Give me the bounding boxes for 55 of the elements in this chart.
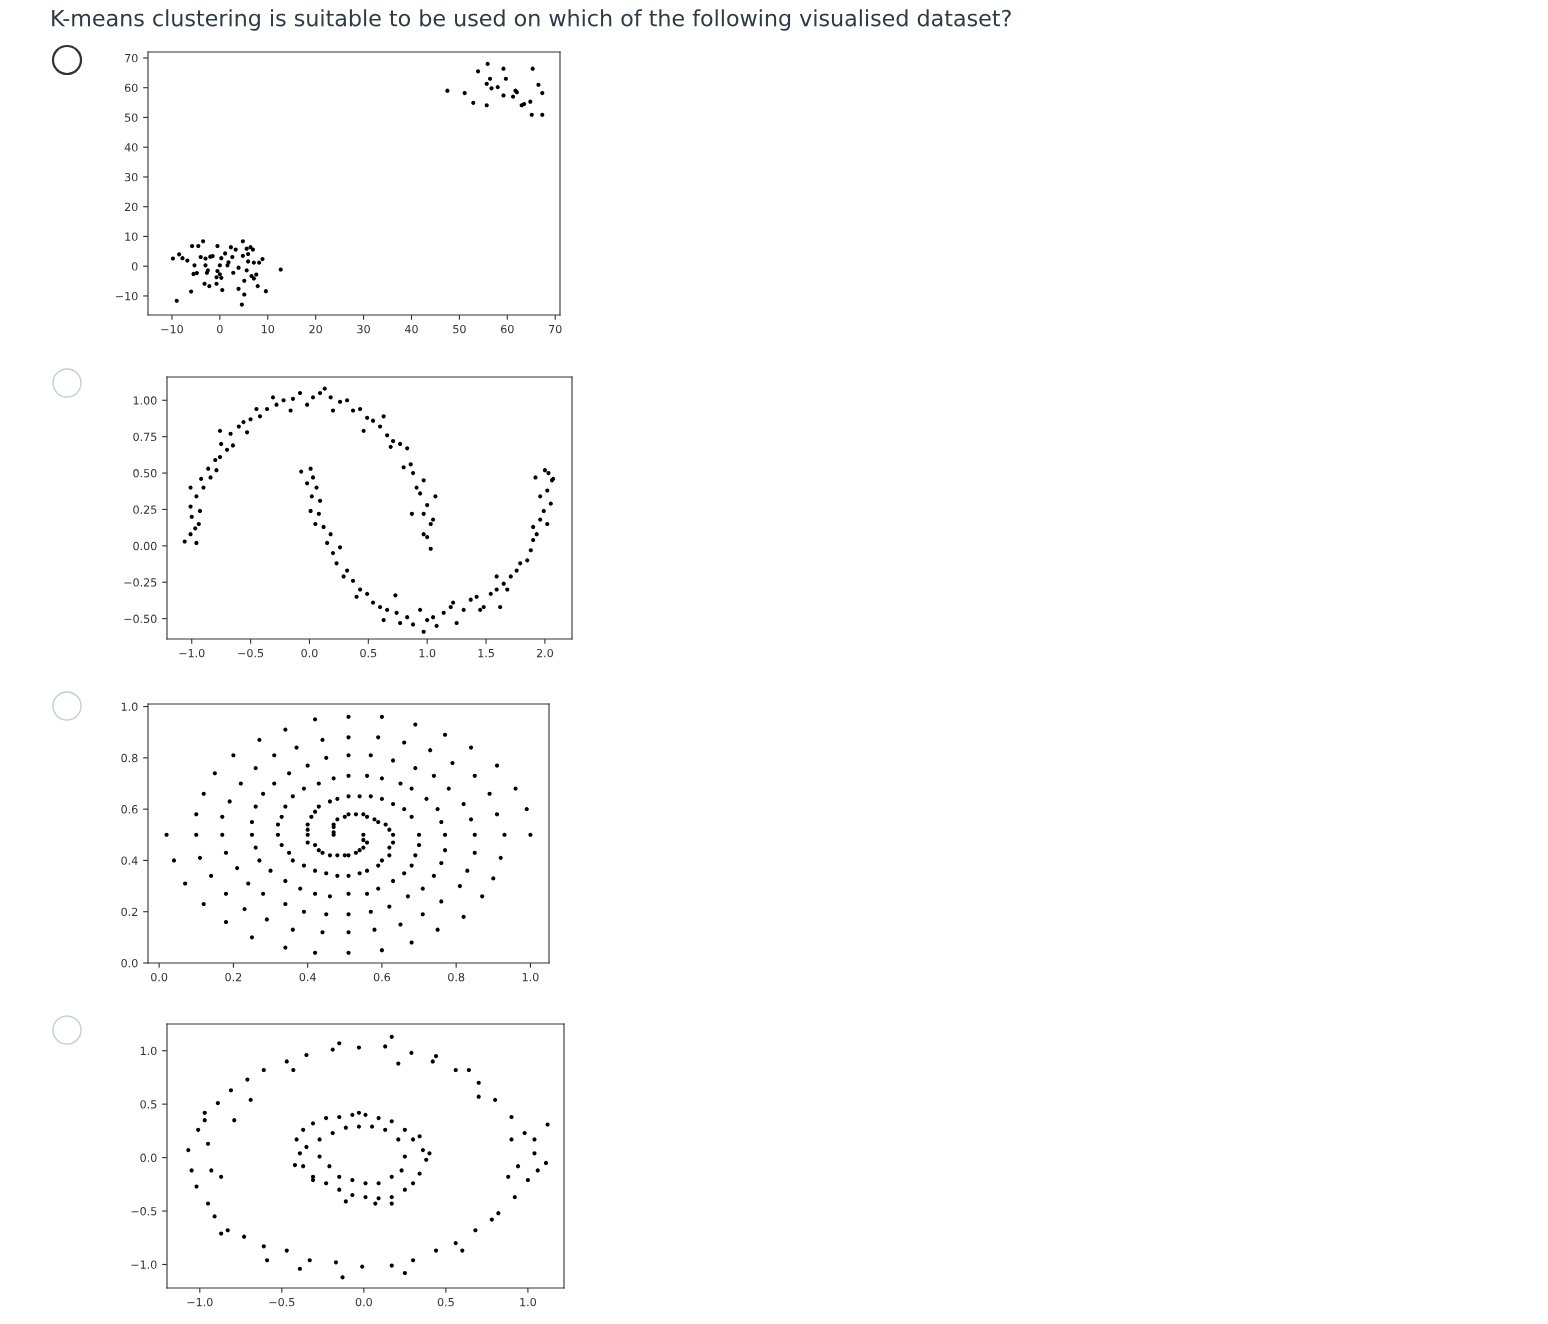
y-tick-label: 1.0 (121, 702, 138, 711)
y-tick-label: 0 (131, 262, 138, 271)
x-tick-label: 1.5 (478, 649, 494, 658)
y-tick-label: 0.0 (121, 958, 138, 968)
y-tick-label: −0.5 (131, 1207, 157, 1216)
x-tick-label: −0.5 (269, 1297, 295, 1307)
y-tick-label: −10 (116, 291, 138, 301)
x-tick-label: −1.0 (179, 648, 205, 658)
x-tick-label: 1.0 (522, 972, 539, 982)
y-tick-label: 0.6 (121, 805, 138, 814)
y-tick-label: 0.4 (121, 856, 138, 865)
x-tick-label: 0.5 (360, 648, 377, 658)
x-tick-label: 40 (404, 324, 418, 334)
x-tick-label: 0.5 (437, 1297, 454, 1307)
x-tick-label: 1.0 (419, 648, 436, 658)
x-tick-label: 0.6 (373, 972, 391, 982)
x-tick-label: 0.0 (151, 972, 168, 982)
x-tick-label: 20 (309, 324, 323, 334)
chart-title: K-means clustering is suitable to be used on which of the following visualised dataset? (52, 9, 1011, 31)
y-tick-label: 0.2 (121, 907, 138, 917)
y-tick-label: 40 (124, 143, 138, 152)
y-tick-label: 1.00 (133, 396, 157, 405)
x-tick-label: 0 (217, 324, 223, 334)
y-tick-label: −0.50 (124, 614, 157, 623)
y-tick-label: 0.0 (140, 1153, 157, 1162)
y-tick-label: −1.0 (131, 1260, 157, 1269)
x-tick-label: 0.0 (355, 1297, 372, 1307)
x-tick-label: 60 (501, 324, 514, 334)
x-tick-label: 30 (357, 324, 370, 334)
y-tick-label: 20 (124, 202, 138, 212)
x-tick-label: −0.5 (238, 648, 264, 658)
y-tick-label: 0.25 (133, 505, 157, 514)
x-tick-label: 0.0 (301, 648, 318, 658)
y-tick-label: 10 (125, 232, 138, 241)
y-tick-label: 0.5 (140, 1100, 157, 1109)
y-tick-label: 70 (125, 53, 138, 63)
x-tick-label: 0.8 (448, 972, 465, 982)
y-tick-label: 0.00 (133, 541, 157, 551)
x-tick-label: −1.0 (187, 1297, 213, 1307)
y-tick-label: 30 (124, 172, 138, 182)
x-tick-label: 0.2 (225, 972, 242, 982)
x-tick-label: 50 (453, 324, 466, 334)
x-tick-label: 2.0 (536, 648, 554, 658)
y-tick-label: 60 (124, 83, 138, 93)
y-tick-label: 0.50 (133, 469, 157, 478)
y-tick-label: 0.8 (121, 753, 138, 763)
y-tick-label: −0.25 (124, 578, 157, 587)
y-tick-label: 1.0 (140, 1046, 157, 1056)
x-tick-label: −10 (161, 324, 183, 334)
x-tick-label: 1.0 (520, 1297, 537, 1307)
x-tick-label: 70 (549, 324, 562, 334)
y-tick-label: 50 (125, 113, 138, 122)
x-tick-label: 10 (261, 324, 275, 334)
x-tick-label: 0.4 (299, 972, 316, 982)
y-tick-label: 0.75 (133, 432, 157, 442)
